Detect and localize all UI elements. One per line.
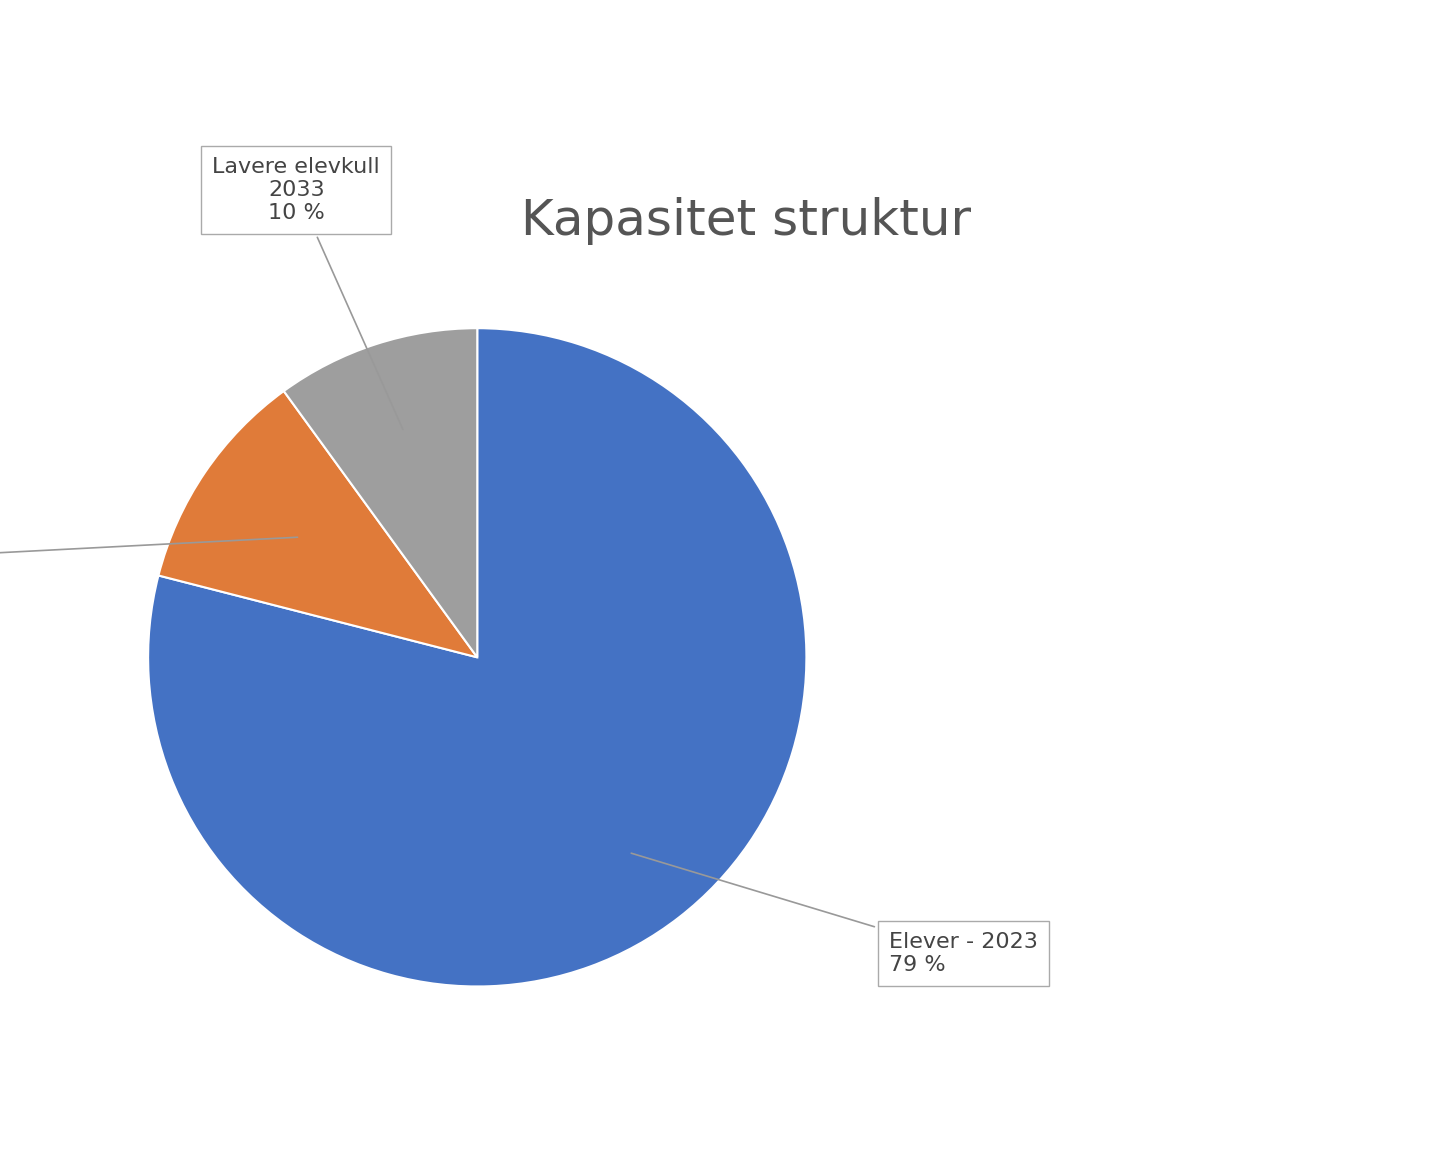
Text: Kapasitet struktur: Kapasitet struktur <box>521 198 972 245</box>
Text: Ledige plasser
2023
11 %: Ledige plasser 2023 11 % <box>0 526 298 591</box>
Wedge shape <box>284 328 477 657</box>
Text: Elever - 2023
79 %: Elever - 2023 79 % <box>631 854 1038 975</box>
Wedge shape <box>148 328 806 986</box>
Text: Lavere elevkull
2033
10 %: Lavere elevkull 2033 10 % <box>212 157 403 430</box>
Wedge shape <box>158 392 477 657</box>
